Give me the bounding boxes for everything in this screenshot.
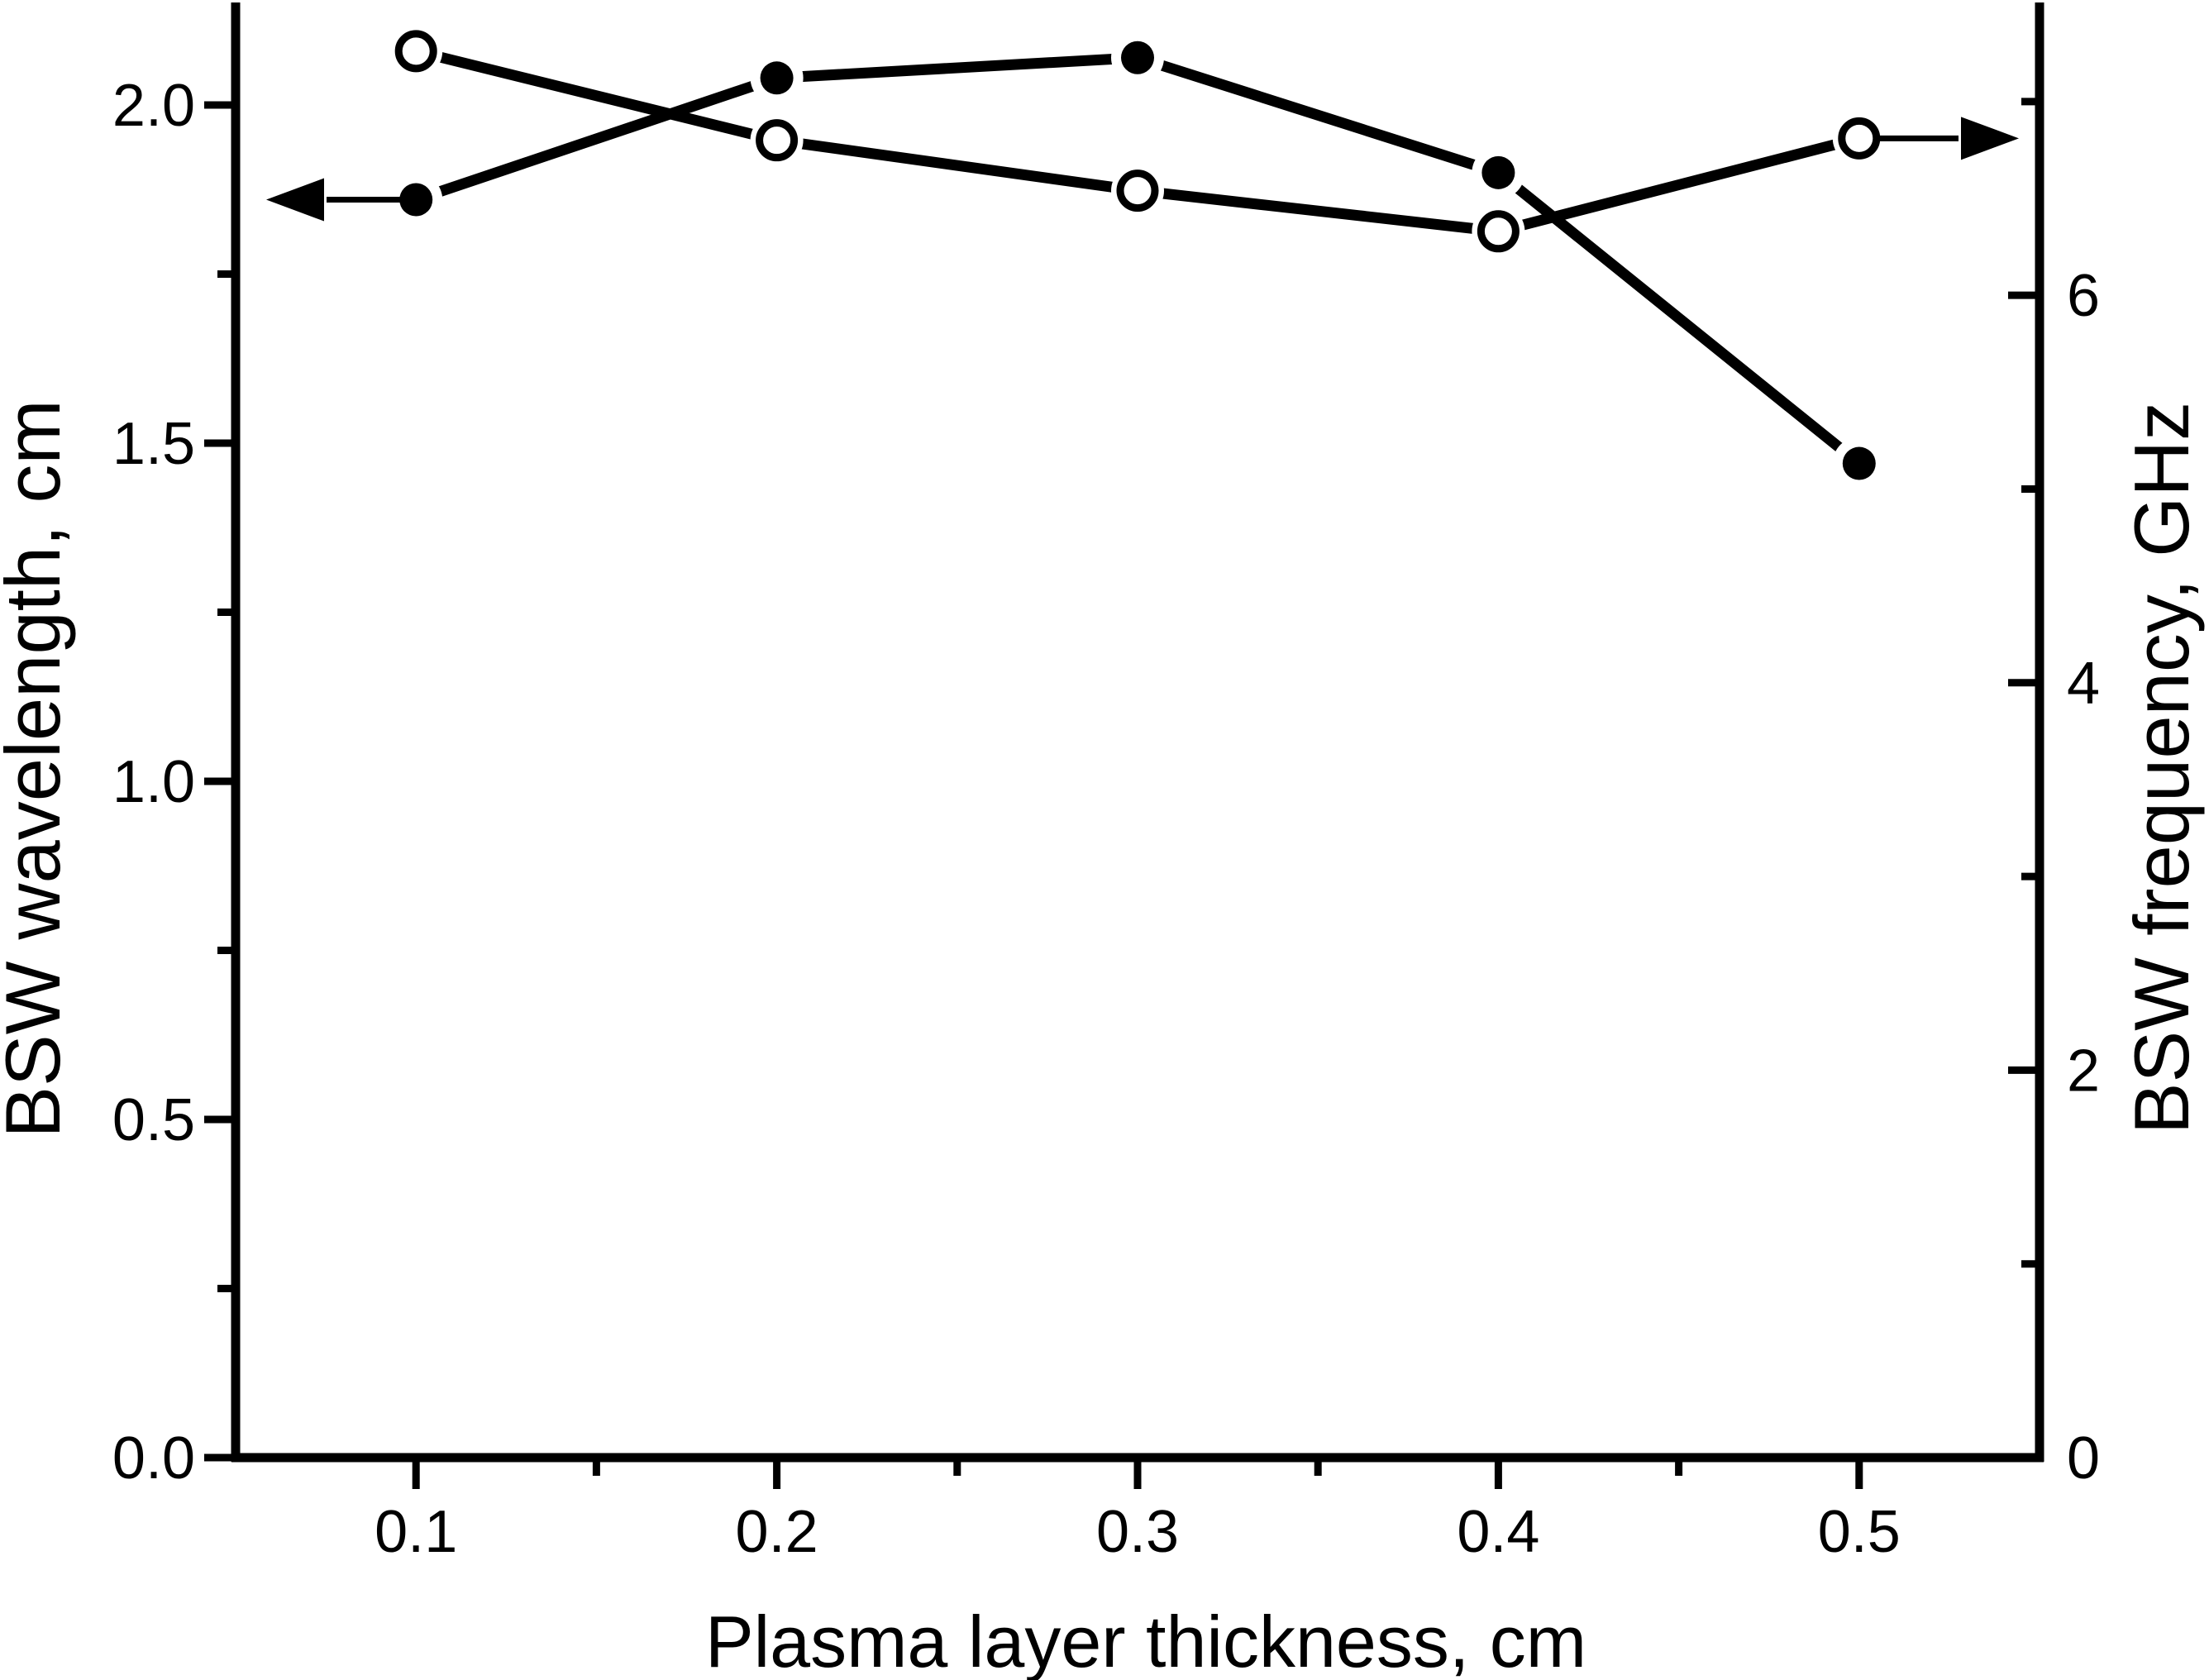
axis-arrows bbox=[266, 117, 2019, 222]
series-markers bbox=[394, 30, 1881, 480]
x-tick-label: 0.1 bbox=[375, 1499, 457, 1565]
right-tick-label: 2 bbox=[2067, 1038, 2100, 1104]
left-tick-label: 0.0 bbox=[112, 1425, 195, 1491]
data-point-filled-circle bbox=[1121, 41, 1154, 74]
tick-labels: 0.1 0.2 0.3 0.4 0.5 0.0 0.5 1.0 1.5 2.0 0 2 4 6 bbox=[112, 73, 2100, 1565]
left-tick-label: 1.5 bbox=[112, 411, 195, 477]
data-point-filled-circle bbox=[760, 61, 794, 95]
series-lines bbox=[414, 45, 1863, 468]
data-point-open-circle bbox=[1477, 210, 1520, 253]
right-tick-label: 0 bbox=[2067, 1425, 2100, 1491]
right-tick-label: 6 bbox=[2067, 263, 2100, 329]
left-tick-label: 1.0 bbox=[112, 749, 195, 815]
ticks bbox=[204, 98, 2040, 1489]
data-point-filled-circle bbox=[1481, 155, 1515, 189]
data-point-open-circle bbox=[756, 119, 799, 162]
data-point-open-circle bbox=[1838, 117, 1881, 160]
right-axis-title: BSW frequency, GHz bbox=[2118, 401, 2205, 1135]
left-axis-title: BSW wavelength, cm bbox=[0, 399, 76, 1138]
x-tick-label: 0.5 bbox=[1818, 1499, 1901, 1565]
left-arrow-icon bbox=[266, 178, 324, 222]
right-arrow-icon bbox=[1961, 117, 2019, 160]
left-tick-label: 0.5 bbox=[112, 1087, 195, 1153]
x-tick-label: 0.3 bbox=[1096, 1499, 1179, 1565]
data-point-filled-circle bbox=[1842, 446, 1876, 480]
data-point-filled-circle bbox=[399, 183, 433, 217]
axes bbox=[231, 2, 2044, 1463]
x-axis-title: Plasma layer thickness, cm bbox=[704, 1601, 1587, 1680]
left-tick-label: 2.0 bbox=[112, 73, 195, 139]
right-tick-label: 4 bbox=[2067, 651, 2100, 717]
x-tick-label: 0.2 bbox=[736, 1499, 818, 1565]
data-point-open-circle bbox=[394, 30, 437, 73]
series-line-0 bbox=[414, 52, 1863, 468]
data-point-open-circle bbox=[1116, 169, 1159, 212]
marker-halos bbox=[389, 24, 1886, 490]
x-tick-label: 0.4 bbox=[1457, 1499, 1539, 1565]
